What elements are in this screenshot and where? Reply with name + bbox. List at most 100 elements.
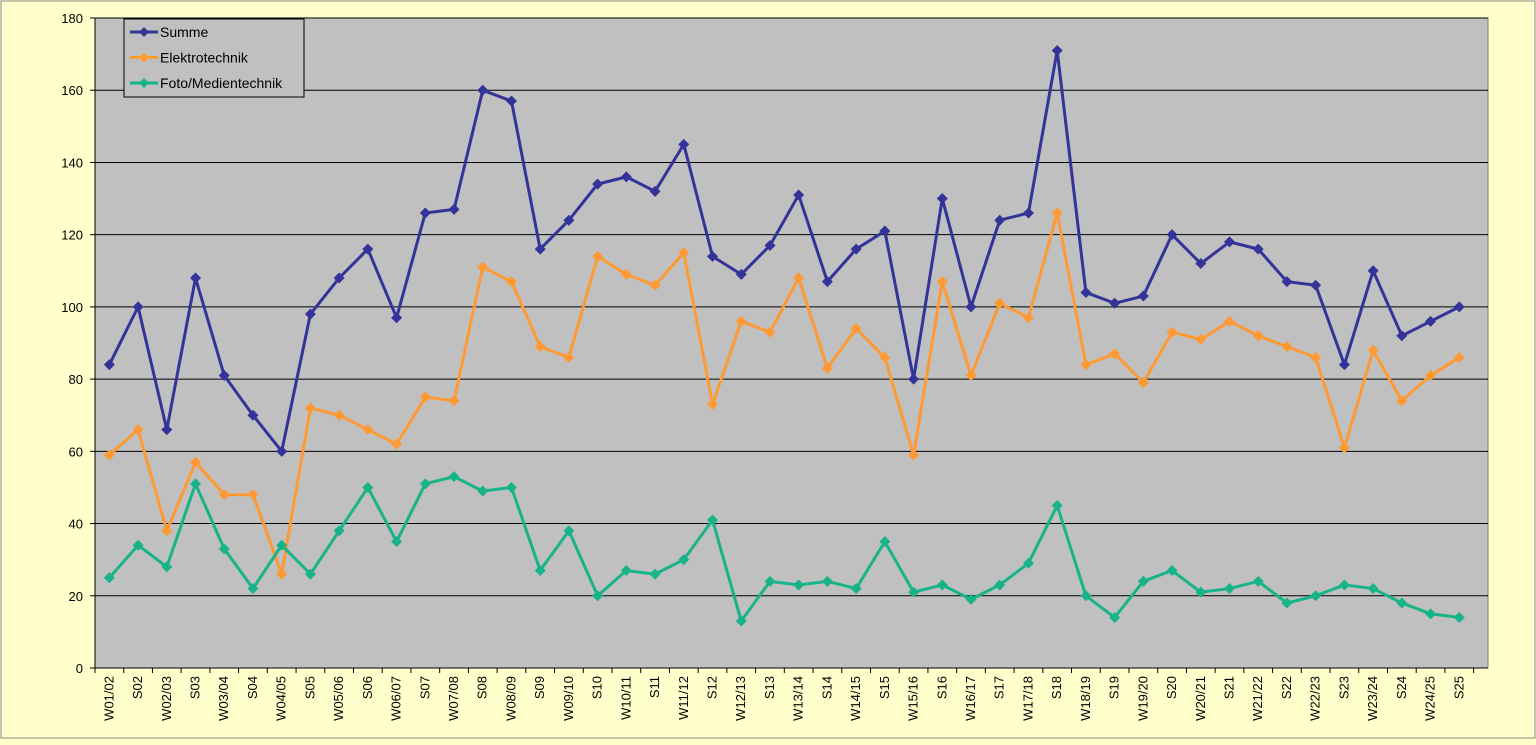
x-tick-label: W03/04 (216, 676, 231, 721)
x-tick-label: W06/07 (389, 676, 404, 721)
data-point (333, 409, 345, 421)
x-tick-label: W13/14 (791, 676, 806, 721)
data-point (477, 84, 489, 96)
data-point (936, 193, 948, 205)
legend-swatch-marker (139, 27, 149, 37)
x-tick-label: W18/19 (1078, 676, 1093, 721)
x-tick-label: S22 (1279, 676, 1294, 699)
data-point (649, 279, 661, 291)
data-point (1281, 276, 1293, 288)
data-point (1425, 608, 1437, 620)
x-tick-label: W05/06 (331, 676, 346, 721)
data-point (132, 424, 144, 436)
x-tick-label: S16 (934, 676, 949, 699)
data-point (1425, 315, 1437, 327)
data-point (908, 449, 920, 461)
data-point (908, 586, 920, 598)
data-point (304, 568, 316, 580)
data-point (1367, 265, 1379, 277)
data-point (132, 301, 144, 313)
x-tick-label: W23/24 (1365, 676, 1380, 721)
x-tick-label: W22/23 (1308, 676, 1323, 721)
data-point (1367, 344, 1379, 356)
data-point (1453, 351, 1465, 363)
data-point (103, 572, 115, 584)
series-1 (103, 207, 1465, 580)
data-point (936, 579, 948, 591)
data-point (534, 565, 546, 576)
data-point (1195, 258, 1207, 270)
data-point (190, 456, 202, 468)
x-tick-label: W08/09 (503, 676, 518, 721)
data-point (1252, 243, 1264, 255)
data-point (448, 471, 460, 483)
data-point (1166, 565, 1178, 576)
data-point (994, 297, 1006, 309)
data-point (936, 276, 948, 288)
x-tick-label: S08 (475, 676, 490, 699)
data-point (649, 568, 661, 580)
data-point (1051, 45, 1063, 56)
data-point (1453, 611, 1465, 623)
data-point (276, 539, 288, 551)
data-point (1224, 315, 1236, 327)
data-point (1453, 301, 1465, 313)
x-tick-label: W20/21 (1193, 676, 1208, 721)
data-point (879, 536, 891, 548)
data-point (879, 225, 891, 237)
data-point (678, 247, 690, 259)
data-point (1310, 351, 1322, 363)
x-tick-label: S03 (188, 676, 203, 699)
data-point (218, 489, 230, 501)
data-point (1022, 557, 1034, 569)
data-point (1396, 330, 1408, 342)
data-point (218, 370, 230, 381)
data-point (534, 243, 546, 255)
data-point (821, 575, 833, 587)
data-point (793, 579, 805, 591)
legend-swatch-marker (139, 52, 149, 63)
data-point (276, 445, 288, 457)
data-point (707, 250, 719, 262)
data-point (1195, 586, 1207, 598)
data-point (391, 438, 403, 450)
data-point (850, 243, 862, 255)
legend-swatch-marker (139, 78, 149, 88)
y-tick-label: 40 (69, 517, 83, 532)
y-tick-label: 120 (61, 228, 83, 243)
x-tick-label: S13 (762, 676, 777, 699)
data-point (649, 185, 661, 197)
data-point (1425, 370, 1437, 381)
x-tick-label: S23 (1336, 676, 1351, 699)
data-point (103, 359, 115, 371)
x-tick-label: S02 (130, 676, 145, 699)
data-point (1338, 359, 1350, 371)
y-tick-label: 0 (76, 661, 83, 676)
x-tick-label: S11 (647, 676, 662, 698)
data-point (190, 478, 202, 490)
x-tick-label: S07 (417, 676, 432, 699)
data-point (505, 276, 517, 288)
data-point (592, 250, 604, 262)
x-tick-label: W09/10 (561, 676, 576, 721)
data-point (1166, 229, 1178, 241)
data-point (563, 351, 575, 363)
x-tick-label: W07/08 (446, 676, 461, 721)
x-tick-label: W16/17 (963, 676, 978, 721)
data-point (362, 481, 374, 493)
data-point (1396, 597, 1408, 609)
data-point (592, 590, 604, 602)
data-point (103, 449, 115, 461)
data-point (1224, 236, 1236, 248)
x-tick-label: S24 (1394, 676, 1409, 699)
data-point (1080, 590, 1092, 602)
data-point (477, 261, 489, 273)
data-point (1109, 348, 1121, 360)
data-point (735, 615, 747, 627)
x-tick-label: W24/25 (1423, 676, 1438, 721)
data-point (419, 391, 431, 403)
data-point (247, 583, 259, 595)
x-tick-label: S09 (532, 676, 547, 699)
